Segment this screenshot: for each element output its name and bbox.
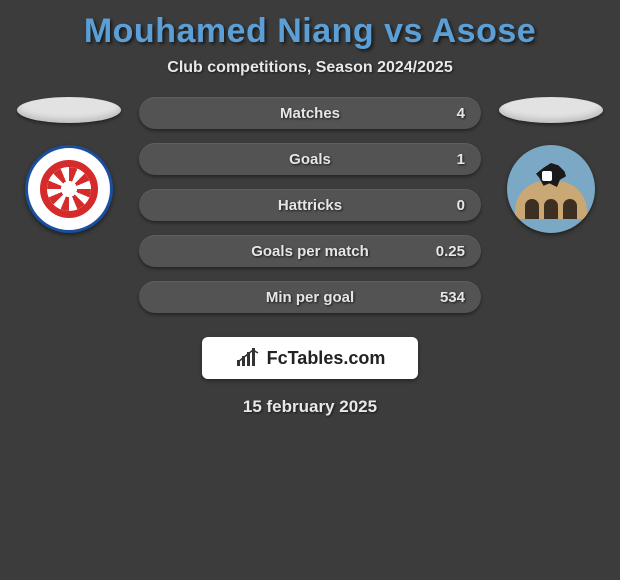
stat-label: Hattricks — [278, 197, 342, 214]
page-title: Mouhamed Niang vs Asose — [0, 0, 620, 59]
stats-column: Matches 4 Goals 1 Hattricks 0 Goals per … — [139, 97, 481, 313]
stat-row-goals: Goals 1 — [139, 143, 481, 175]
page-subtitle: Club competitions, Season 2024/2025 — [0, 59, 620, 97]
stat-row-hattricks: Hattricks 0 — [139, 189, 481, 221]
stat-value: 0 — [419, 197, 465, 214]
wheel-icon — [47, 167, 91, 211]
chart-icon — [235, 348, 261, 368]
stat-label: Min per goal — [266, 289, 354, 306]
right-side — [499, 97, 603, 233]
left-name-pill — [17, 97, 121, 123]
stat-row-matches: Matches 4 — [139, 97, 481, 129]
stat-label: Matches — [280, 105, 340, 122]
stat-row-goals-per-match: Goals per match 0.25 — [139, 235, 481, 267]
stat-row-min-per-goal: Min per goal 534 — [139, 281, 481, 313]
right-team-crest[interactable] — [507, 145, 595, 233]
stat-label: Goals — [289, 151, 331, 168]
stat-value: 1 — [419, 151, 465, 168]
comparison-card: Mouhamed Niang vs Asose Club competition… — [0, 0, 620, 417]
brand-link[interactable]: FcTables.com — [202, 337, 418, 379]
right-name-pill — [499, 97, 603, 123]
footer-date: 15 february 2025 — [0, 397, 620, 417]
stat-value: 534 — [419, 289, 465, 306]
left-team-crest[interactable] — [25, 145, 113, 233]
stat-label: Goals per match — [251, 243, 369, 260]
stat-value: 4 — [419, 105, 465, 122]
content-row: Matches 4 Goals 1 Hattricks 0 Goals per … — [0, 97, 620, 313]
stat-value: 0.25 — [419, 243, 465, 260]
left-side — [17, 97, 121, 233]
brand-text: FcTables.com — [267, 348, 386, 369]
